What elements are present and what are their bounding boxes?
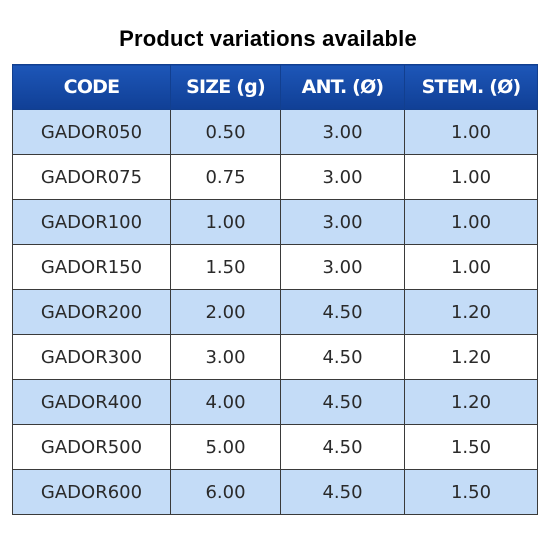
page-title: Product variations available — [119, 26, 417, 51]
table-row: GADOR050 0.50 3.00 1.00 — [12, 109, 538, 155]
product-variations-table: CODE SIZE (g) ANT. (Ø) STEM. (Ø) GADOR05… — [12, 64, 538, 515]
cell-code: GADOR600 — [12, 469, 171, 515]
cell-code: GADOR150 — [12, 244, 171, 290]
cell-stem: 1.50 — [404, 469, 538, 515]
cell-stem: 1.20 — [404, 379, 538, 425]
table-row: GADOR500 5.00 4.50 1.50 — [12, 424, 538, 470]
table-row: GADOR400 4.00 4.50 1.20 — [12, 379, 538, 425]
table-row: GADOR075 0.75 3.00 1.00 — [12, 154, 538, 200]
cell-size: 0.75 — [170, 154, 281, 200]
cell-ant: 4.50 — [280, 289, 405, 335]
cell-code: GADOR075 — [12, 154, 171, 200]
cell-code: GADOR300 — [12, 334, 171, 380]
cell-size: 1.50 — [170, 244, 281, 290]
cell-stem: 1.50 — [404, 424, 538, 470]
cell-size: 2.00 — [170, 289, 281, 335]
header-code: CODE — [12, 64, 171, 110]
table-row: GADOR200 2.00 4.50 1.20 — [12, 289, 538, 335]
header-stem: STEM. (Ø) — [404, 64, 538, 110]
cell-size: 0.50 — [170, 109, 281, 155]
cell-size: 1.00 — [170, 199, 281, 245]
table-row: GADOR100 1.00 3.00 1.00 — [12, 199, 538, 245]
table-row: GADOR150 1.50 3.00 1.00 — [12, 244, 538, 290]
cell-size: 4.00 — [170, 379, 281, 425]
cell-code: GADOR400 — [12, 379, 171, 425]
table-header-row: CODE SIZE (g) ANT. (Ø) STEM. (Ø) — [12, 64, 538, 110]
cell-size: 3.00 — [170, 334, 281, 380]
cell-ant: 4.50 — [280, 379, 405, 425]
header-size: SIZE (g) — [170, 64, 281, 110]
cell-ant: 4.50 — [280, 424, 405, 470]
cell-code: GADOR200 — [12, 289, 171, 335]
cell-code: GADOR100 — [12, 199, 171, 245]
cell-stem: 1.20 — [404, 334, 538, 380]
cell-ant: 3.00 — [280, 244, 405, 290]
cell-code: GADOR050 — [12, 109, 171, 155]
cell-stem: 1.00 — [404, 154, 538, 200]
cell-stem: 1.00 — [404, 244, 538, 290]
cell-ant: 3.00 — [280, 199, 405, 245]
cell-size: 6.00 — [170, 469, 281, 515]
cell-ant: 3.00 — [280, 154, 405, 200]
cell-ant: 3.00 — [280, 109, 405, 155]
cell-code: GADOR500 — [12, 424, 171, 470]
cell-ant: 4.50 — [280, 334, 405, 380]
cell-size: 5.00 — [170, 424, 281, 470]
cell-stem: 1.00 — [404, 199, 538, 245]
cell-ant: 4.50 — [280, 469, 405, 515]
table-row: GADOR600 6.00 4.50 1.50 — [12, 469, 538, 515]
header-ant: ANT. (Ø) — [280, 64, 405, 110]
cell-stem: 1.00 — [404, 109, 538, 155]
table-row: GADOR300 3.00 4.50 1.20 — [12, 334, 538, 380]
cell-stem: 1.20 — [404, 289, 538, 335]
